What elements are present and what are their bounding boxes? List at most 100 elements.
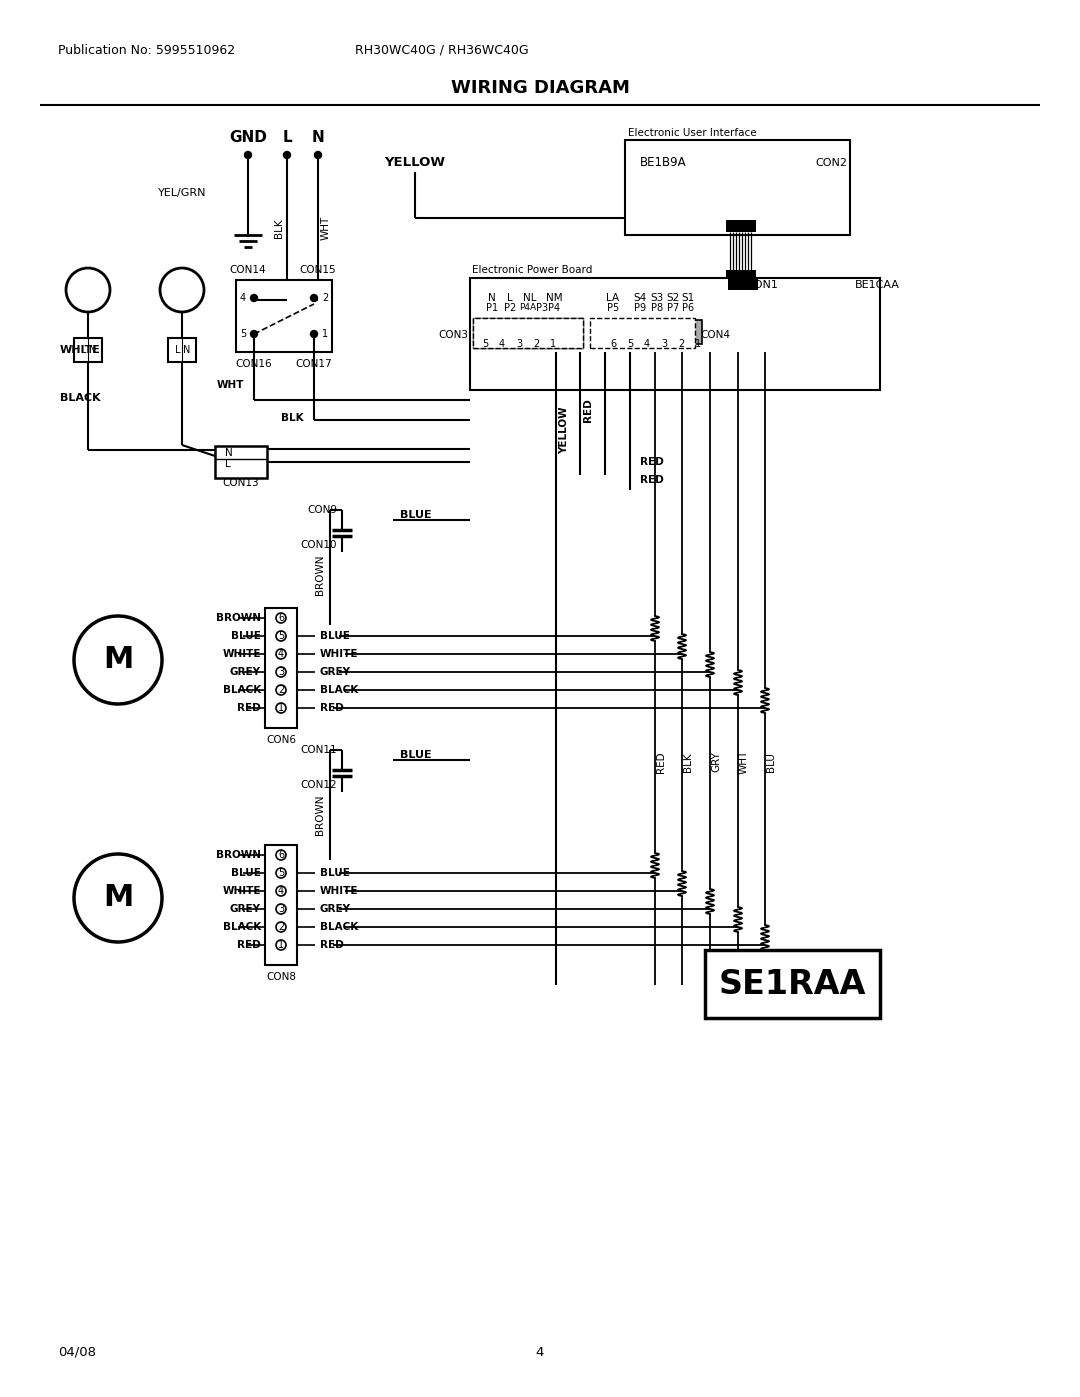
Circle shape xyxy=(244,151,252,158)
Text: 6: 6 xyxy=(278,849,284,861)
Bar xyxy=(75,338,102,362)
Bar xyxy=(625,140,850,235)
Circle shape xyxy=(276,922,286,932)
Text: P4A: P4A xyxy=(519,303,537,313)
Circle shape xyxy=(276,685,286,694)
Text: Publication No: 5995510962: Publication No: 5995510962 xyxy=(58,43,235,56)
Text: P7: P7 xyxy=(666,303,679,313)
Bar xyxy=(726,270,756,282)
Text: 4: 4 xyxy=(278,650,284,659)
Text: P8: P8 xyxy=(651,303,663,313)
Text: N: N xyxy=(90,345,97,355)
Text: 5: 5 xyxy=(278,631,284,641)
Circle shape xyxy=(276,703,286,712)
Text: 2: 2 xyxy=(322,293,328,303)
Text: P2: P2 xyxy=(504,303,516,313)
Text: N: N xyxy=(184,345,191,355)
Text: BROWN: BROWN xyxy=(216,613,261,623)
Bar xyxy=(726,219,756,232)
Text: WHITE: WHITE xyxy=(222,650,261,659)
Text: 5: 5 xyxy=(240,330,246,339)
Text: CON11: CON11 xyxy=(300,745,337,754)
Circle shape xyxy=(276,613,286,623)
Text: BLACK: BLACK xyxy=(320,922,359,932)
Text: BROWN: BROWN xyxy=(315,795,325,835)
Text: 4: 4 xyxy=(536,1345,544,1358)
Bar xyxy=(237,279,332,352)
Circle shape xyxy=(251,295,257,302)
Text: L: L xyxy=(81,345,86,355)
Text: Electronic User Interface: Electronic User Interface xyxy=(627,129,757,138)
Text: L: L xyxy=(282,130,292,145)
Text: BLUE: BLUE xyxy=(320,868,350,877)
Text: CON1: CON1 xyxy=(746,279,778,291)
Bar xyxy=(590,319,696,348)
Text: BLACK: BLACK xyxy=(60,393,100,402)
Bar xyxy=(705,950,880,1018)
Circle shape xyxy=(276,666,286,678)
Bar xyxy=(677,320,685,344)
Text: BLACK: BLACK xyxy=(320,685,359,694)
Bar xyxy=(481,320,489,344)
Text: 1: 1 xyxy=(322,330,328,339)
Text: WHITE: WHITE xyxy=(222,886,261,895)
Text: WHT: WHT xyxy=(321,217,330,240)
Bar xyxy=(643,320,651,344)
Text: GREY: GREY xyxy=(230,904,261,914)
Text: CON2: CON2 xyxy=(815,158,847,168)
Text: 5: 5 xyxy=(278,868,284,877)
Text: CON3: CON3 xyxy=(438,330,468,339)
Circle shape xyxy=(160,268,204,312)
Text: BLACK: BLACK xyxy=(222,922,261,932)
Text: M: M xyxy=(103,883,133,912)
Text: 2: 2 xyxy=(278,685,284,694)
Text: P4: P4 xyxy=(548,303,561,313)
Text: BLK: BLK xyxy=(683,752,693,771)
Text: WHT: WHT xyxy=(739,750,750,774)
Bar xyxy=(215,446,267,478)
Text: BLU: BLU xyxy=(766,752,777,773)
Text: CON16: CON16 xyxy=(235,359,272,369)
Text: L: L xyxy=(225,460,231,469)
Circle shape xyxy=(276,904,286,914)
Circle shape xyxy=(276,849,286,861)
Circle shape xyxy=(276,868,286,877)
Text: RED: RED xyxy=(583,398,593,422)
Text: RED: RED xyxy=(320,940,343,950)
Text: WHITE: WHITE xyxy=(320,650,359,659)
Circle shape xyxy=(276,650,286,659)
Text: YEL/GRN: YEL/GRN xyxy=(158,189,206,198)
Circle shape xyxy=(276,703,286,712)
Text: SE1RAA: SE1RAA xyxy=(718,968,866,1000)
Text: WHITE: WHITE xyxy=(60,345,100,355)
Text: 5: 5 xyxy=(482,339,488,349)
Text: BLUE: BLUE xyxy=(320,631,350,641)
Text: 2: 2 xyxy=(678,339,684,349)
Bar xyxy=(470,278,880,390)
Text: 4: 4 xyxy=(240,293,246,303)
Text: BROWN: BROWN xyxy=(315,555,325,595)
Text: RED: RED xyxy=(238,940,261,950)
Text: N: N xyxy=(312,130,324,145)
Text: CON13: CON13 xyxy=(222,478,259,488)
Text: GREY: GREY xyxy=(320,904,351,914)
Text: BLUE: BLUE xyxy=(231,868,261,877)
Text: 2: 2 xyxy=(532,339,539,349)
Text: S2: S2 xyxy=(666,293,679,303)
Bar xyxy=(532,320,540,344)
Circle shape xyxy=(276,685,286,694)
Circle shape xyxy=(276,886,286,895)
Text: 3: 3 xyxy=(661,339,667,349)
Text: P1: P1 xyxy=(486,303,498,313)
Bar xyxy=(549,320,557,344)
Circle shape xyxy=(283,151,291,158)
Text: GND: GND xyxy=(229,130,267,145)
Text: CON8: CON8 xyxy=(266,972,296,982)
Text: CON9: CON9 xyxy=(307,504,337,515)
Bar xyxy=(728,278,758,291)
Text: 4: 4 xyxy=(644,339,650,349)
Text: BROWN: BROWN xyxy=(216,849,261,861)
Text: CON10: CON10 xyxy=(300,541,337,550)
Bar xyxy=(265,845,297,965)
Text: L: L xyxy=(508,293,513,303)
